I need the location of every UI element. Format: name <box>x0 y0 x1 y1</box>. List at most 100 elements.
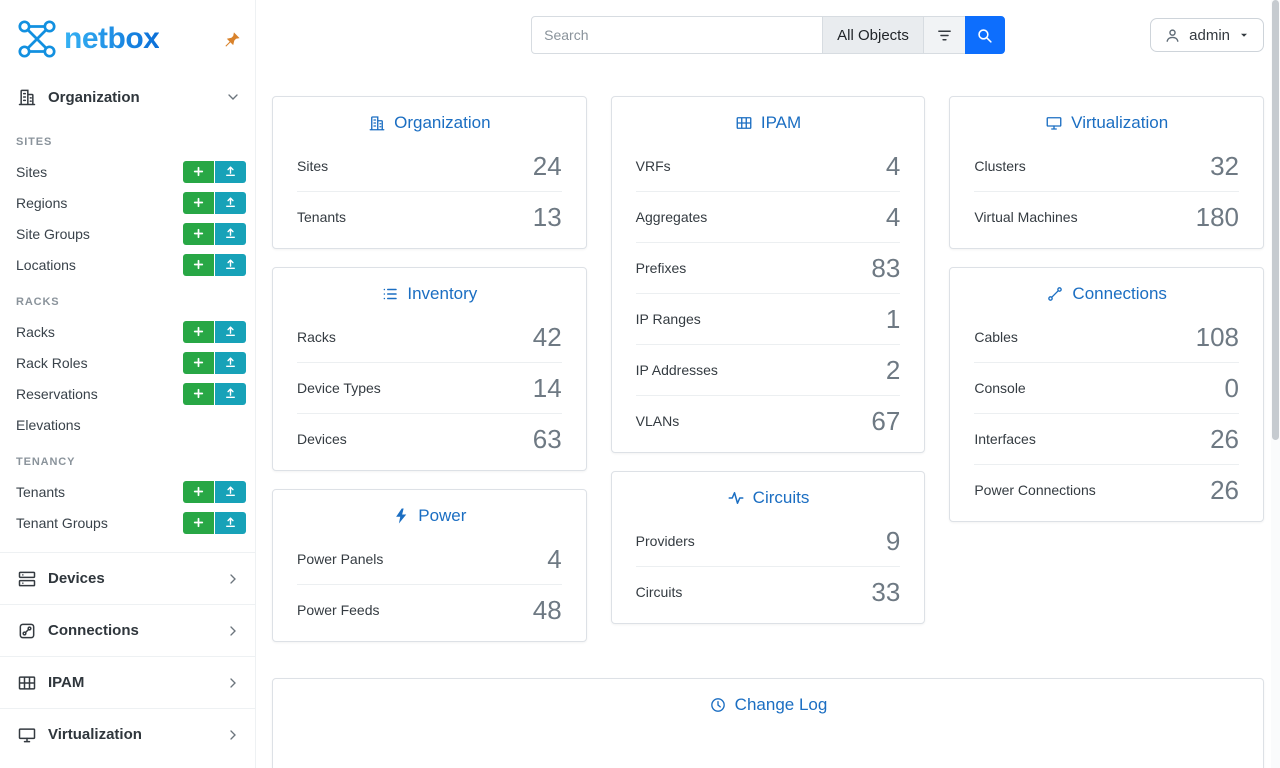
netbox-logo[interactable]: netbox <box>12 14 160 64</box>
stat-value[interactable]: 14 <box>532 373 562 403</box>
stat-label[interactable]: Console <box>974 380 1026 396</box>
stat-value[interactable]: 26 <box>1210 475 1240 505</box>
scrollbar-thumb[interactable] <box>1272 0 1279 440</box>
stat-value[interactable]: 2 <box>885 355 901 385</box>
import-button[interactable] <box>215 191 246 214</box>
stat-label[interactable]: Cables <box>974 329 1018 345</box>
stat-label[interactable]: Tenants <box>297 209 347 225</box>
brand-row: netbox <box>0 0 255 74</box>
card-virtualization: Virtualization Clusters 32 Virtual Machi… <box>949 96 1265 249</box>
sidebar-link[interactable]: Rack Roles <box>16 354 88 371</box>
stat-label[interactable]: Power Connections <box>974 482 1096 498</box>
stat-label[interactable]: Providers <box>635 533 695 549</box>
stat-value[interactable]: 63 <box>532 424 562 454</box>
history-icon <box>709 696 727 714</box>
stat-label[interactable]: Racks <box>297 329 336 345</box>
sidebar-link[interactable]: Racks <box>16 323 55 340</box>
stat-label[interactable]: VRFs <box>635 158 671 174</box>
stat-value[interactable]: 67 <box>871 406 901 436</box>
sidebar-item-elevations: Elevations <box>0 409 255 440</box>
stat-row: IP Addresses 2 <box>635 344 901 395</box>
sidebar-item-virtualization[interactable]: Virtualization <box>0 708 255 760</box>
add-button[interactable] <box>183 382 214 405</box>
stat-value[interactable]: 13 <box>532 202 562 232</box>
user-menu-button[interactable]: admin <box>1150 18 1264 52</box>
add-button[interactable] <box>183 222 214 245</box>
sidebar-item-tenants: Tenants <box>0 476 255 507</box>
stat-label[interactable]: Prefixes <box>635 260 687 276</box>
stat-value[interactable]: 180 <box>1195 202 1240 232</box>
import-button[interactable] <box>215 160 246 183</box>
stat-value[interactable]: 0 <box>1224 373 1240 403</box>
add-button[interactable] <box>183 253 214 276</box>
sidebar-item-organization[interactable]: Organization <box>0 74 255 120</box>
sidebar-item-ipam[interactable]: IPAM <box>0 656 255 708</box>
search-scope-button[interactable]: All Objects <box>822 16 924 54</box>
sidebar-link[interactable]: Regions <box>16 194 68 211</box>
page-scrollbar <box>1271 0 1280 768</box>
stat-label[interactable]: Devices <box>297 431 347 447</box>
sidebar-item-label: Devices <box>48 570 105 587</box>
card-power: Power Power Panels 4 Power Feeds 48 <box>272 489 587 642</box>
import-button[interactable] <box>215 222 246 245</box>
import-button[interactable] <box>215 351 246 374</box>
stat-value[interactable]: 42 <box>532 322 562 352</box>
sidebar-item-regions: Regions <box>0 187 255 218</box>
stat-value[interactable]: 26 <box>1210 424 1240 454</box>
import-button[interactable] <box>215 320 246 343</box>
search-submit-button[interactable] <box>964 16 1005 54</box>
pin-icon[interactable] <box>224 31 241 48</box>
stat-label[interactable]: IP Addresses <box>635 362 718 378</box>
stat-label[interactable]: Virtual Machines <box>974 209 1078 225</box>
stat-label[interactable]: Interfaces <box>974 431 1036 447</box>
add-button[interactable] <box>183 160 214 183</box>
stat-label[interactable]: Aggregates <box>635 209 708 225</box>
stat-label[interactable]: Clusters <box>974 158 1026 174</box>
card-connections: Connections Cables 108 Console 0 Interfa… <box>949 267 1265 522</box>
quick-buttons <box>183 222 246 245</box>
stat-value[interactable]: 4 <box>885 151 901 181</box>
stat-value[interactable]: 4 <box>547 544 562 574</box>
stat-value[interactable]: 1 <box>885 304 901 334</box>
sidebar-link[interactable]: Sites <box>16 163 48 180</box>
sidebar-link[interactable]: Reservations <box>16 385 98 402</box>
stat-label[interactable]: IP Ranges <box>635 311 701 327</box>
add-button[interactable] <box>183 351 214 374</box>
sidebar-item-devices[interactable]: Devices <box>0 552 255 604</box>
stat-value[interactable]: 32 <box>1210 151 1240 181</box>
stat-label[interactable]: Power Panels <box>297 551 384 567</box>
stat-label[interactable]: VLANs <box>635 413 680 429</box>
search-input[interactable] <box>531 16 824 54</box>
sidebar-link[interactable]: Locations <box>16 256 76 273</box>
add-button[interactable] <box>183 191 214 214</box>
stat-value[interactable]: 4 <box>885 202 901 232</box>
add-button[interactable] <box>183 320 214 343</box>
sidebar-link[interactable]: Elevations <box>16 416 81 433</box>
filter-button[interactable] <box>922 16 966 54</box>
add-button[interactable] <box>183 480 214 503</box>
stat-label[interactable]: Sites <box>297 158 329 174</box>
add-button[interactable] <box>183 511 214 534</box>
stat-label[interactable]: Power Feeds <box>297 602 380 618</box>
main-content: All Objects <box>256 0 1280 768</box>
stat-value[interactable]: 33 <box>871 577 901 607</box>
sidebar-link[interactable]: Tenant Groups <box>16 514 108 531</box>
import-button[interactable] <box>215 253 246 276</box>
stat-label[interactable]: Device Types <box>297 380 381 396</box>
stat-row: Cables 108 <box>974 312 1239 362</box>
import-button[interactable] <box>215 480 246 503</box>
sidebar-item-connections[interactable]: Connections <box>0 604 255 656</box>
stat-row: Aggregates 4 <box>635 191 901 242</box>
stat-value[interactable]: 108 <box>1195 322 1240 352</box>
stat-value[interactable]: 9 <box>885 526 901 556</box>
import-button[interactable] <box>215 511 246 534</box>
monitor-icon <box>1045 114 1063 132</box>
import-button[interactable] <box>215 382 246 405</box>
sidebar-link[interactable]: Site Groups <box>16 225 90 242</box>
stat-value[interactable]: 83 <box>871 253 901 283</box>
stat-value[interactable]: 24 <box>532 151 562 181</box>
stat-label[interactable]: Circuits <box>635 584 683 600</box>
stat-value[interactable]: 48 <box>532 595 562 625</box>
stat-row: VRFs 4 <box>636 141 901 191</box>
sidebar-link[interactable]: Tenants <box>16 483 66 500</box>
